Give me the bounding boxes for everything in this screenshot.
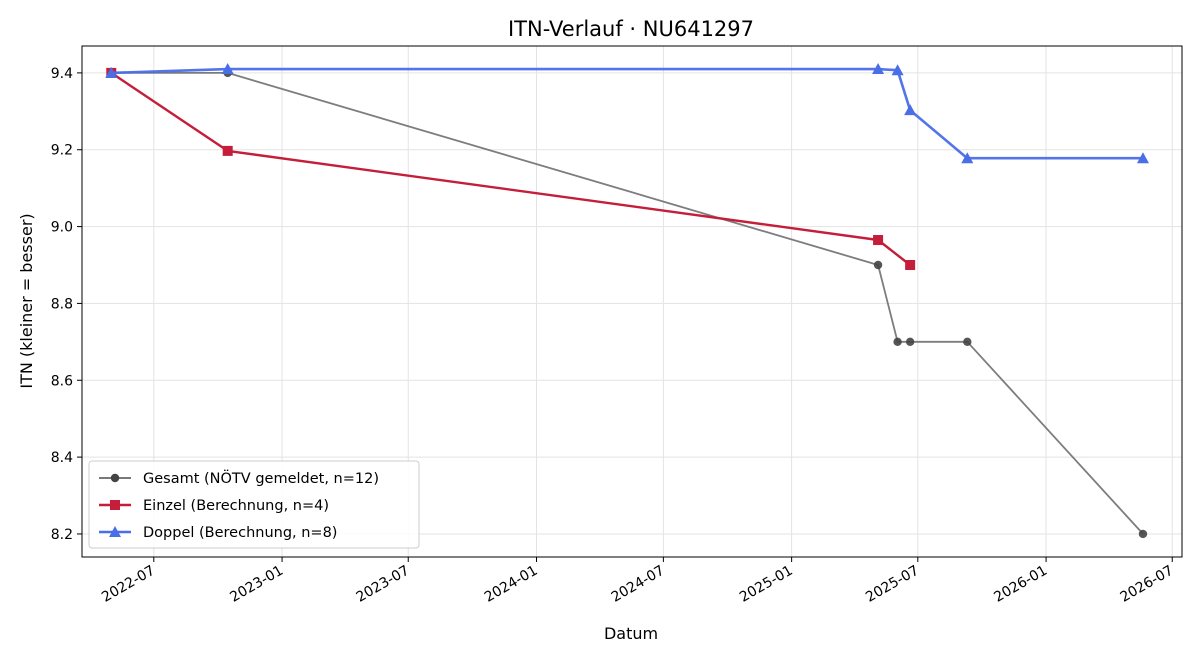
y-tick-label: 9.2 xyxy=(51,143,73,159)
series-layer xyxy=(105,63,1149,539)
y-tick-label: 8.2 xyxy=(51,527,73,543)
data-point xyxy=(221,63,234,75)
legend-marker xyxy=(109,526,121,537)
plot-frame xyxy=(81,45,1183,558)
legend-label: Einzel (Berechnung, n=4) xyxy=(143,498,329,514)
data-point xyxy=(891,64,904,76)
data-point xyxy=(904,104,917,116)
y-tick-label: 8.8 xyxy=(51,296,73,312)
data-point xyxy=(872,63,885,75)
series-3 xyxy=(105,63,1149,164)
data-point xyxy=(1138,529,1148,539)
y-axis-label: ITN (kleiner = besser) xyxy=(17,213,36,388)
legend-box xyxy=(88,460,420,549)
y-tick-label: 8.6 xyxy=(51,373,73,389)
y-tick-label: 8.4 xyxy=(51,450,73,466)
legend-label: Gesamt (NÖTV gemeldet, n=12) xyxy=(143,469,379,487)
legend-entry: Gesamt (NÖTV gemeldet, n=12) xyxy=(99,469,379,487)
legend-marker xyxy=(110,500,120,510)
legend-entry: Einzel (Berechnung, n=4) xyxy=(99,498,329,514)
legend-label: Doppel (Berechnung, n=8) xyxy=(143,525,337,541)
y-axis: 8.2 8.4 8.6 8.8 9.0 9.2 9.4 xyxy=(51,66,82,543)
chart-title: ITN-Verlauf · NU641297 xyxy=(508,17,754,41)
data-point xyxy=(963,337,972,347)
data-point xyxy=(873,260,883,270)
legend-entry: Doppel (Berechnung, n=8) xyxy=(99,525,337,541)
data-point xyxy=(105,66,118,78)
data-point xyxy=(1136,152,1149,164)
legend: Gesamt (NÖTV gemeldet, n=12) Einzel (Bere… xyxy=(88,460,420,549)
data-point xyxy=(222,145,233,156)
y-tick-label: 9.4 xyxy=(51,66,73,82)
data-point xyxy=(893,337,902,347)
data-point xyxy=(905,337,915,347)
series-line xyxy=(110,71,911,266)
legend-marker xyxy=(110,473,120,483)
data-point xyxy=(961,152,974,164)
x-axis-label: Datum xyxy=(604,624,658,643)
data-point xyxy=(905,260,916,270)
data-point xyxy=(873,235,884,246)
y-tick-label: 9.0 xyxy=(51,220,73,236)
grid xyxy=(82,46,1182,557)
